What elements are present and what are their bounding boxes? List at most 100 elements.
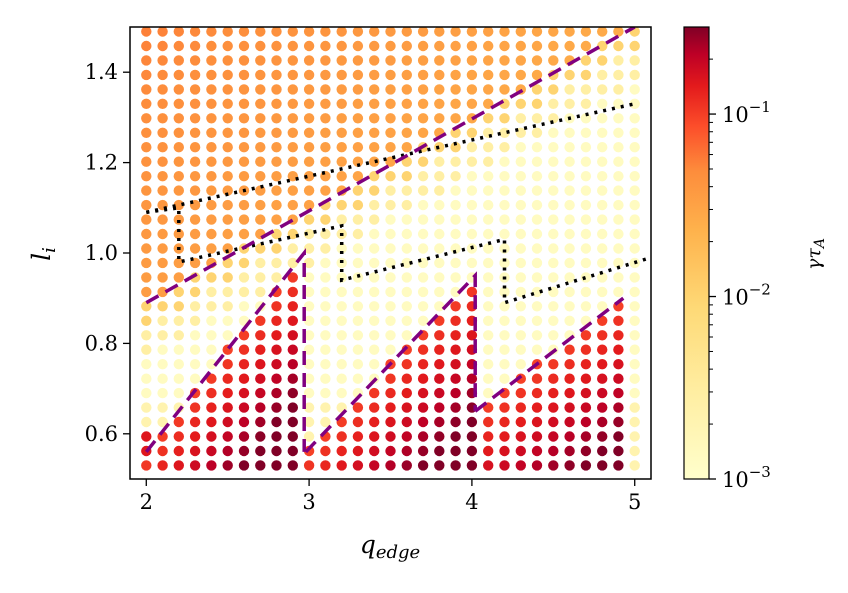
data-point bbox=[352, 286, 364, 298]
data-point bbox=[629, 243, 640, 254]
data-point bbox=[515, 40, 526, 52]
data-point bbox=[385, 243, 396, 254]
data-point bbox=[157, 185, 168, 196]
data-point bbox=[303, 315, 315, 326]
data-point bbox=[320, 445, 331, 457]
data-point bbox=[499, 257, 510, 269]
data-point bbox=[222, 243, 233, 254]
data-point bbox=[206, 142, 217, 153]
data-point bbox=[515, 344, 526, 355]
data-point bbox=[564, 199, 575, 211]
data-point bbox=[629, 373, 640, 384]
data-point bbox=[597, 127, 608, 138]
data-point bbox=[580, 40, 592, 52]
data-point bbox=[434, 113, 445, 124]
data-point bbox=[401, 55, 412, 66]
data-point bbox=[222, 214, 233, 225]
colorbar-label-sub: A bbox=[812, 238, 828, 250]
data-point bbox=[189, 228, 201, 240]
data-point bbox=[141, 431, 152, 442]
data-point bbox=[385, 272, 396, 283]
data-point bbox=[401, 113, 412, 124]
data-point bbox=[303, 228, 315, 240]
data-point bbox=[157, 27, 168, 37]
data-point bbox=[548, 359, 559, 370]
data-point bbox=[613, 286, 624, 298]
data-point bbox=[320, 142, 331, 153]
data-point bbox=[385, 127, 396, 138]
data-point bbox=[320, 359, 331, 370]
data-point bbox=[548, 199, 559, 211]
data-point bbox=[629, 214, 640, 225]
data-point bbox=[466, 445, 478, 457]
data-point bbox=[499, 445, 510, 457]
data-point bbox=[434, 214, 445, 225]
data-point bbox=[336, 127, 347, 138]
data-point bbox=[483, 214, 494, 225]
data-point bbox=[483, 27, 494, 37]
colorbar-tick-exponent: −3 bbox=[749, 463, 771, 481]
data-point bbox=[613, 373, 624, 384]
data-point bbox=[531, 142, 543, 153]
data-point bbox=[613, 445, 624, 457]
data-point bbox=[450, 27, 461, 37]
data-point bbox=[173, 142, 184, 153]
colorbar-tick-label: 10−3 bbox=[722, 463, 771, 492]
data-point bbox=[548, 142, 559, 153]
data-point bbox=[222, 156, 233, 167]
data-point bbox=[417, 387, 429, 399]
data-point bbox=[597, 257, 608, 269]
data-point bbox=[434, 257, 445, 269]
data-point bbox=[613, 431, 624, 442]
data-point bbox=[303, 286, 315, 298]
data-point bbox=[157, 373, 168, 384]
y-axis-label-sub: i bbox=[39, 247, 60, 253]
data-point bbox=[483, 286, 494, 298]
data-point bbox=[515, 460, 526, 471]
data-point bbox=[401, 40, 412, 52]
data-point bbox=[336, 27, 347, 37]
data-point bbox=[157, 402, 168, 413]
data-point bbox=[238, 402, 250, 413]
data-point bbox=[303, 243, 315, 254]
data-point bbox=[531, 199, 543, 211]
data-point bbox=[580, 387, 592, 399]
dashed-boundary bbox=[474, 296, 625, 413]
data-point bbox=[597, 387, 608, 399]
data-point bbox=[157, 113, 168, 124]
data-point bbox=[483, 142, 494, 153]
data-point bbox=[613, 127, 624, 138]
data-point bbox=[352, 228, 364, 240]
data-point bbox=[385, 113, 396, 124]
data-point bbox=[238, 55, 250, 66]
data-point bbox=[287, 228, 298, 240]
data-point bbox=[401, 315, 412, 326]
data-point bbox=[303, 84, 315, 95]
data-point bbox=[466, 286, 478, 298]
data-point bbox=[564, 69, 575, 81]
data-point bbox=[157, 127, 168, 138]
data-point bbox=[352, 402, 364, 413]
data-point bbox=[255, 55, 266, 66]
data-point bbox=[597, 156, 608, 167]
data-point bbox=[466, 199, 478, 211]
data-point bbox=[580, 431, 592, 442]
data-point bbox=[255, 460, 266, 471]
data-point bbox=[206, 171, 217, 182]
data-point bbox=[531, 387, 543, 399]
data-point bbox=[287, 98, 298, 110]
data-point bbox=[613, 142, 624, 153]
data-point bbox=[206, 98, 217, 110]
data-point bbox=[613, 243, 624, 254]
data-point bbox=[434, 55, 445, 66]
x-tick-label: 3 bbox=[302, 490, 315, 514]
data-point bbox=[173, 27, 184, 37]
data-point bbox=[466, 55, 478, 66]
dotted-upper-boundary bbox=[145, 102, 636, 215]
data-point bbox=[352, 373, 364, 384]
data-point bbox=[499, 113, 510, 124]
data-point bbox=[613, 257, 624, 269]
data-point bbox=[141, 199, 152, 211]
data-point bbox=[629, 113, 640, 124]
data-point bbox=[189, 55, 201, 66]
